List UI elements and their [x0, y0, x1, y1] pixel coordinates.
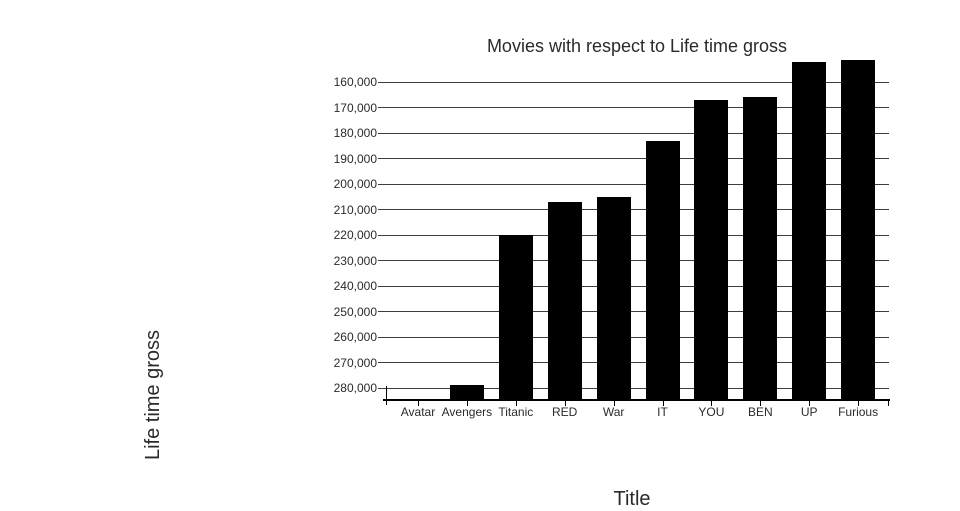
- x-tick-mark: [418, 401, 419, 406]
- bar-it: [645, 140, 680, 400]
- x-tick-label: Furious: [838, 405, 879, 419]
- bar-titanic: [498, 235, 533, 400]
- x-tick-label: UP: [800, 405, 818, 419]
- bar-you: [694, 99, 729, 400]
- gridline: [378, 311, 889, 312]
- y-tick-label: 240,000: [333, 279, 377, 293]
- gridline: [378, 183, 889, 185]
- x-tick-label: BEN: [747, 405, 773, 419]
- gridline: [378, 234, 889, 236]
- x-tick-mark: [760, 401, 762, 406]
- x-tick-mark: [711, 401, 713, 406]
- bar-up: [792, 62, 827, 400]
- gridline: [378, 107, 889, 108]
- gridline: [378, 362, 889, 363]
- y-tick-label: 220,000: [333, 228, 377, 242]
- x-tick-label: Avengers: [441, 405, 493, 419]
- gridline: [378, 285, 889, 287]
- x-tick-mark: [564, 401, 566, 406]
- y-tick-label: 160,000: [333, 75, 377, 89]
- x-tick-mark: [515, 401, 517, 406]
- gridline: [378, 209, 889, 210]
- x-tick-label: War: [602, 405, 625, 419]
- chart-title: Movies with respect to Life time gross: [486, 36, 788, 56]
- x-tick-mark: [466, 401, 468, 406]
- bar-red: [547, 201, 582, 400]
- gridline: [378, 260, 889, 261]
- y-tick-label: 280,000: [333, 381, 377, 395]
- x-tick-label: Avatar: [400, 405, 436, 419]
- bar-avengers: [449, 385, 484, 400]
- bar-war: [596, 196, 631, 400]
- y-tick-label: 210,000: [333, 202, 377, 217]
- y-tick-label: 230,000: [333, 253, 377, 268]
- x-tick-label: YOU: [698, 405, 725, 419]
- y-tick-label: 260,000: [333, 330, 377, 344]
- x-tick-mark: [858, 401, 860, 406]
- x-axis-line: [383, 399, 890, 401]
- gridline: [378, 81, 889, 83]
- y-tick-label: 250,000: [333, 304, 377, 319]
- bar-ben: [743, 97, 778, 400]
- x-tick-mark: [809, 401, 811, 406]
- y-tick-label: 200,000: [333, 177, 377, 191]
- y-tick-label: 180,000: [333, 126, 377, 140]
- gridline: [378, 387, 889, 389]
- x-tick-label: IT: [657, 405, 668, 419]
- x-axis-end-tick: [888, 401, 889, 406]
- bar-furious: [841, 60, 876, 400]
- x-tick-mark: [613, 401, 615, 406]
- x-axis-start-tick: [386, 386, 387, 405]
- page: { "chart_data": { "type": "bar", "title"…: [142, 36, 890, 510]
- y-tick-label: 270,000: [333, 355, 377, 370]
- x-tick-mark: [662, 401, 664, 406]
- gridline: [378, 132, 889, 134]
- x-tick-label: Titanic: [498, 405, 534, 419]
- y-axis-title: Life time gross: [142, 329, 164, 461]
- y-tick-label: 190,000: [333, 151, 377, 166]
- gridline: [378, 158, 889, 159]
- y-tick-label: 170,000: [333, 100, 377, 115]
- gridline: [378, 336, 889, 338]
- x-tick-label: RED: [552, 405, 578, 419]
